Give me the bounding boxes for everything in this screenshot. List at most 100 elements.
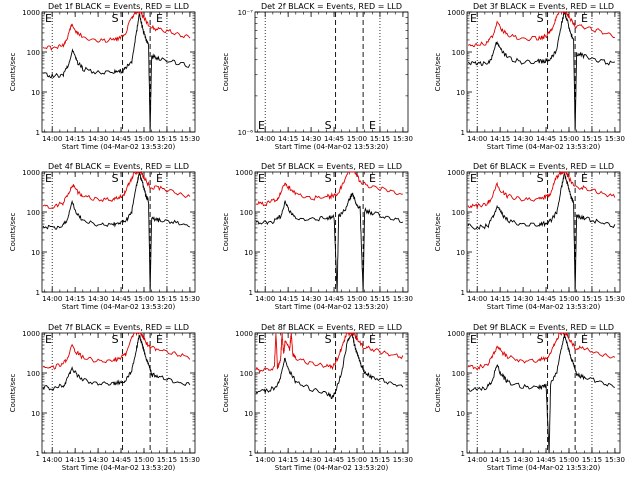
x-tick-label: 15:15 [582,135,602,143]
y-axis-label: Counts/sec [434,374,442,413]
x-tick-label: 14:45 [324,135,344,143]
events-series-line [255,333,404,400]
x-tick-label: 14:15 [490,295,510,303]
panel-title: Det 2f BLACK = Events, RED = LLD [261,2,402,11]
x-tick-label: 14:30 [301,456,321,464]
y-tick-label: 100 [27,49,40,57]
y-tick-label: 1000 [22,330,40,338]
interval-end-label: E [45,333,52,346]
x-tick-label: 14:15 [278,135,298,143]
detector-panel-3: Det 3f BLACK = Events, RED = LLD 1 10 100 10… [434,2,625,151]
x-tick-label: 15:00 [559,456,579,464]
y-tick-label: 1 [461,450,465,458]
x-tick-label: 15:30 [180,135,200,143]
y-tick-label: 100 [452,209,465,217]
detector-panel-2: Det 2f BLACK = Events, RED = LLD 10⁻⁶ 10⁻⁷… [222,2,413,151]
x-tick-label: 15:15 [157,456,177,464]
plot-frame [466,11,621,133]
x-axis-label: Start Time (04-Mar-02 13:53:20) [487,143,601,151]
events-series-line [467,172,616,293]
x-axis-label: Start Time (04-Mar-02 13:53:20) [62,143,176,151]
y-tick-label: 1 [249,450,253,458]
y-axis-label: Counts/sec [222,213,230,252]
interval-end-label: E [258,333,265,346]
y-tick-label: 1000 [22,9,40,17]
start-marker-label: S [325,119,332,132]
x-tick-label: 14:30 [513,135,533,143]
detector-panel-8: Det 8f BLACK = Events, RED = LLD 1 10 100 10… [222,323,413,472]
x-tick-label: 14:45 [324,295,344,303]
x-tick-label: 15:00 [347,456,367,464]
y-tick-label: 10 [456,410,465,418]
y-tick-label: 10 [456,249,465,257]
start-marker-label: S [537,172,544,185]
lld-series-line [42,332,191,370]
y-tick-label: 1 [36,129,40,137]
y-axis-label: Counts/sec [222,374,230,413]
y-tick-label: 1000 [447,330,465,338]
y-tick-label: 1000 [235,169,253,177]
y-tick-label: 100 [27,370,40,378]
x-tick-label: 15:00 [134,295,154,303]
events-series-line [42,13,191,133]
events-series-line [467,11,616,131]
x-tick-label: 14:00 [467,295,487,303]
events-series-line [255,192,404,293]
x-tick-label: 15:30 [180,456,200,464]
x-tick-label: 15:00 [134,456,154,464]
y-tick-label: 1000 [235,330,253,338]
x-tick-label: 14:45 [324,456,344,464]
x-tick-label: 14:00 [255,456,275,464]
y-axis-label: Counts/sec [9,374,17,413]
x-tick-label: 14:45 [111,295,131,303]
x-tick-label: 15:00 [347,295,367,303]
plot-frame [41,171,196,293]
end-marker-label: E [156,333,163,346]
y-tick-label: 100 [27,209,40,217]
lld-series-line [467,332,616,371]
detector-panel-7: Det 7f BLACK = Events, RED = LLD 1 10 100 10… [9,323,200,472]
detector-panel-5: Det 5f BLACK = Events, RED = LLD 1 10 100 10… [222,162,413,311]
x-tick-label: 14:30 [88,456,108,464]
panel-title: Det 4f BLACK = Events, RED = LLD [48,162,189,171]
x-tick-label: 15:00 [134,135,154,143]
x-tick-label: 14:15 [65,456,85,464]
x-tick-label: 14:45 [536,295,556,303]
panel-title: Det 6f BLACK = Events, RED = LLD [473,162,614,171]
panel-title: Det 5f BLACK = Events, RED = LLD [261,162,402,171]
start-marker-label: S [112,333,119,346]
start-marker-label: S [112,172,119,185]
end-marker-label: E [369,172,376,185]
x-tick-label: 15:30 [393,295,413,303]
y-tick-label: 1000 [22,169,40,177]
x-tick-label: 15:30 [605,135,625,143]
lld-series-line [42,170,191,209]
detector-panel-1: Det 1f BLACK = Events, RED = LLD 1 10 100 10… [9,2,200,151]
y-tick-label: 1 [461,289,465,297]
panel-title: Det 1f BLACK = Events, RED = LLD [48,2,189,11]
x-tick-label: 14:30 [301,135,321,143]
y-tick-label: 1 [36,450,40,458]
y-tick-label: 10 [31,249,40,257]
x-axis-label: Start Time (04-Mar-02 13:53:20) [487,303,601,311]
interval-end-label: E [470,333,477,346]
y-tick-label: 10 [456,89,465,97]
start-marker-label: S [325,172,332,185]
x-tick-label: 14:00 [467,135,487,143]
plot-frame [254,332,409,454]
end-marker-label: E [581,172,588,185]
y-axis-label: Counts/sec [9,53,17,92]
panel-title: Det 3f BLACK = Events, RED = LLD [473,2,614,11]
x-tick-label: 14:30 [88,295,108,303]
x-axis-label: Start Time (04-Mar-02 13:53:20) [275,464,389,472]
end-marker-label: E [369,333,376,346]
plot-frame [254,171,409,293]
x-tick-label: 14:00 [467,456,487,464]
x-tick-label: 14:00 [42,135,62,143]
x-tick-label: 14:00 [42,295,62,303]
y-axis-label: Counts/sec [222,53,230,92]
detector-panel-4: Det 4f BLACK = Events, RED = LLD 1 10 100 10… [9,162,200,311]
x-axis-label: Start Time (04-Mar-02 13:53:20) [62,464,176,472]
x-tick-label: 14:30 [513,295,533,303]
plot-frame [466,332,621,454]
